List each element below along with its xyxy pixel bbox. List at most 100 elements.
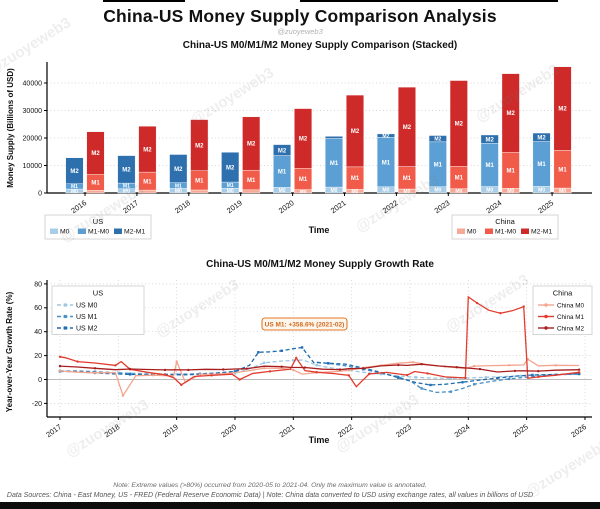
- svg-text:2025: 2025: [511, 422, 530, 439]
- svg-text:2017: 2017: [44, 422, 63, 439]
- svg-text:2019: 2019: [161, 422, 180, 439]
- svg-text:M1: M1: [558, 167, 567, 173]
- svg-text:China M1: China M1: [557, 314, 584, 321]
- svg-text:M1: M1: [507, 168, 516, 174]
- svg-text:M2: M2: [195, 143, 204, 149]
- bottom-bar: [0, 502, 600, 509]
- svg-text:M0: M0: [486, 188, 493, 194]
- bar-china-2021-M2: [346, 94, 364, 168]
- top-border-segment: [300, 0, 558, 2]
- note-line-2: Data Sources: China - East Money, US - F…: [6, 492, 534, 499]
- svg-text:M1-M0: M1-M0: [495, 229, 516, 236]
- bar-us-2019-M2: [221, 152, 240, 183]
- line-us-m0: [59, 359, 580, 379]
- svg-text:M2: M2: [226, 165, 235, 171]
- main-title: China-US Money Supply Comparison Analysi…: [103, 6, 497, 26]
- bar-china-2019-M2: [242, 116, 261, 171]
- svg-text:M1: M1: [123, 184, 130, 190]
- svg-text:30000: 30000: [23, 108, 43, 115]
- line-china-m2: [59, 363, 580, 373]
- svg-text:M0: M0: [123, 189, 130, 195]
- svg-text:2019: 2019: [225, 198, 244, 215]
- bar-china-2018-M0: [190, 189, 209, 194]
- svg-text:M2: M2: [91, 151, 100, 157]
- svg-text:2020: 2020: [219, 422, 238, 439]
- svg-text:US M1: +358.6% (2021-02): US M1: +358.6% (2021-02): [265, 322, 345, 329]
- svg-text:0: 0: [38, 377, 42, 384]
- bar-china-2025-M2: [553, 66, 572, 151]
- svg-text:M0: M0: [559, 188, 566, 194]
- svg-text:M1: M1: [330, 161, 339, 167]
- svg-text:M0: M0: [467, 229, 477, 236]
- svg-text:M1: M1: [227, 183, 234, 189]
- bar-china-2024-M2: [501, 73, 520, 153]
- svg-text:M0: M0: [175, 189, 182, 195]
- svg-text:M1: M1: [351, 176, 360, 182]
- legend-china: China China M0 China M1 China M2: [532, 285, 593, 335]
- svg-text:M0: M0: [300, 189, 307, 195]
- svg-text:M2: M2: [507, 111, 516, 117]
- svg-text:M2: M2: [122, 168, 131, 174]
- bar-china-2023-M2: [449, 80, 468, 167]
- svg-text:0: 0: [38, 190, 42, 197]
- svg-text:M1: M1: [382, 160, 391, 166]
- svg-text:2021: 2021: [329, 198, 348, 215]
- bar-china-2022-M2: [397, 86, 416, 167]
- top-border-segment: [103, 0, 185, 2]
- svg-text:2022: 2022: [381, 198, 400, 215]
- svg-text:US: US: [93, 289, 103, 298]
- svg-text:M2: M2: [299, 137, 308, 143]
- watermark-byline: @zuoyeweb3: [277, 27, 323, 36]
- x-axis-label: Time: [309, 225, 330, 235]
- svg-text:China M2: China M2: [557, 325, 584, 332]
- svg-text:60: 60: [34, 305, 42, 312]
- svg-text:M1: M1: [195, 179, 204, 185]
- svg-text:US: US: [93, 217, 103, 226]
- bar-us-2024-M2: [480, 134, 499, 144]
- note-line-1: Note: Extreme values (>80%) occurred fro…: [113, 482, 427, 489]
- annotation-us-m1-peak: US M1: +358.6% (2021-02): [261, 317, 348, 331]
- svg-text:M1: M1: [247, 178, 256, 184]
- svg-text:M1: M1: [143, 179, 152, 185]
- svg-text:M1: M1: [175, 183, 182, 189]
- line-china-m0: [59, 358, 580, 398]
- x-axis-label: Time: [309, 435, 330, 445]
- svg-text:M2: M2: [382, 133, 389, 139]
- bar-china-2016-M0: [86, 190, 105, 194]
- svg-text:20: 20: [34, 353, 42, 360]
- svg-text:-20: -20: [32, 401, 42, 408]
- svg-text:2018: 2018: [103, 422, 122, 439]
- legend-us: US M0 M1-M0 M2-M1: [44, 214, 152, 240]
- svg-text:M2: M2: [174, 167, 183, 173]
- svg-text:2017: 2017: [121, 198, 140, 215]
- stacked-bar-chart: 0 10000 20000 30000 40000 Money Supply (Billi…: [6, 62, 592, 240]
- svg-text:M2: M2: [558, 107, 567, 113]
- svg-text:M0: M0: [331, 188, 338, 194]
- bar-china-2019-M0: [242, 189, 261, 194]
- svg-text:US M0: US M0: [76, 302, 98, 309]
- svg-text:M0: M0: [60, 229, 70, 236]
- svg-text:80: 80: [34, 281, 42, 288]
- svg-text:M0: M0: [538, 188, 545, 194]
- svg-text:M2: M2: [403, 125, 412, 131]
- svg-text:M0: M0: [403, 189, 410, 195]
- svg-text:2023: 2023: [433, 198, 452, 215]
- bar-china-2018-M2: [190, 119, 209, 171]
- bar-us-2017-M2: [117, 155, 136, 184]
- svg-text:M1: M1: [91, 180, 100, 186]
- svg-text:M1: M1: [71, 184, 78, 190]
- svg-text:M2: M2: [351, 129, 360, 135]
- svg-text:2026: 2026: [569, 422, 588, 439]
- svg-text:2025: 2025: [536, 198, 555, 215]
- svg-text:M2: M2: [455, 122, 464, 128]
- svg-text:M1: M1: [278, 170, 287, 176]
- svg-text:M1: M1: [455, 176, 464, 182]
- svg-text:10000: 10000: [23, 163, 43, 170]
- svg-text:2024: 2024: [453, 422, 472, 439]
- svg-text:China M0: China M0: [557, 302, 584, 309]
- bar-china-2017-M2: [138, 125, 157, 173]
- svg-text:M1: M1: [299, 177, 308, 183]
- svg-text:M2: M2: [278, 148, 287, 154]
- svg-text:40: 40: [34, 329, 42, 336]
